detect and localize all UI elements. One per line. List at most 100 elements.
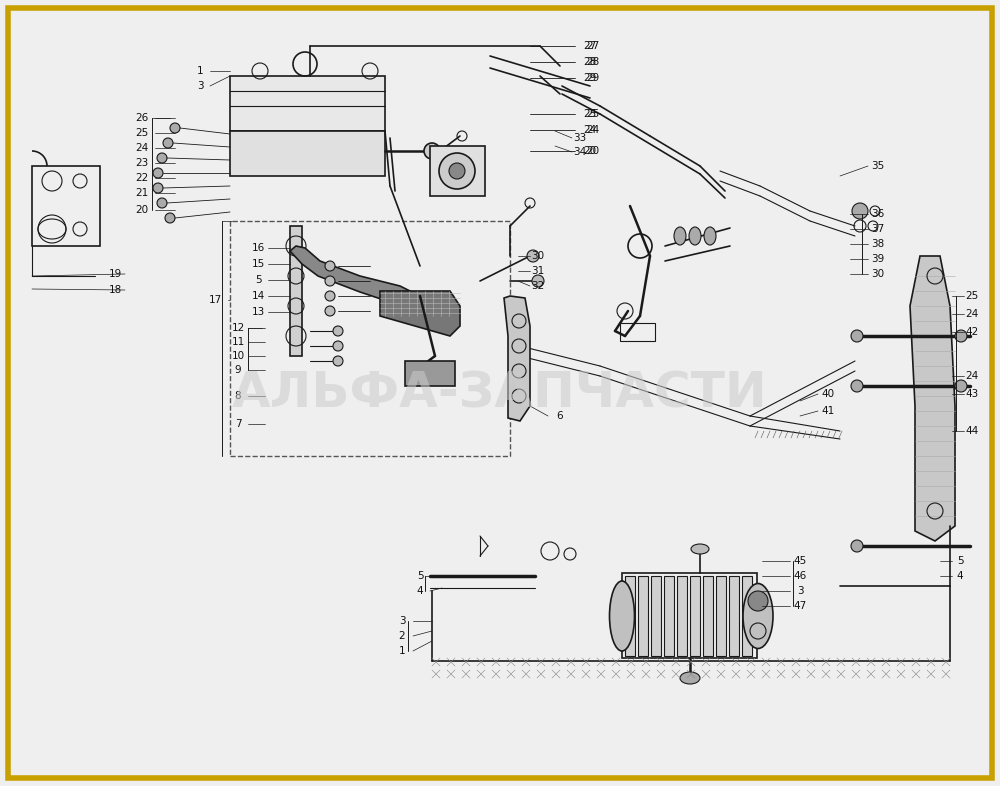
Bar (230, 221, 510, 456)
Text: 13: 13 (251, 307, 265, 317)
Polygon shape (910, 256, 955, 541)
Circle shape (449, 163, 465, 179)
Text: 39: 39 (871, 254, 885, 264)
Circle shape (157, 153, 167, 163)
Ellipse shape (704, 227, 716, 245)
Text: 1: 1 (399, 646, 405, 656)
Text: 9: 9 (235, 365, 241, 375)
Text: 26: 26 (135, 113, 149, 123)
Text: 46: 46 (793, 571, 807, 581)
Bar (625, 576, 635, 656)
Text: 7: 7 (235, 419, 241, 429)
Text: 44: 44 (965, 426, 979, 436)
Text: 4: 4 (417, 586, 423, 596)
Text: 24: 24 (965, 371, 979, 381)
Bar (290, 226, 302, 356)
Text: 27: 27 (586, 41, 600, 51)
Text: 10: 10 (231, 351, 245, 361)
Text: 37: 37 (871, 224, 885, 234)
Circle shape (153, 183, 163, 193)
Bar (620, 323, 655, 341)
Text: 31: 31 (531, 266, 545, 276)
Bar (716, 576, 726, 656)
Text: 25: 25 (586, 109, 600, 119)
Polygon shape (380, 291, 460, 336)
Text: 24: 24 (135, 143, 149, 153)
Bar (729, 576, 739, 656)
Circle shape (153, 168, 163, 178)
Bar (622, 573, 757, 658)
Text: 15: 15 (251, 259, 265, 269)
Text: 36: 36 (871, 209, 885, 219)
Text: 12: 12 (231, 323, 245, 333)
Circle shape (163, 138, 173, 148)
Bar (638, 576, 648, 656)
Text: 16: 16 (251, 243, 265, 253)
Text: 35: 35 (871, 161, 885, 171)
Text: 41: 41 (821, 406, 835, 416)
Circle shape (424, 143, 440, 159)
Text: 32: 32 (531, 281, 545, 291)
Circle shape (325, 306, 335, 316)
Text: 5: 5 (255, 275, 261, 285)
Text: 28: 28 (583, 57, 597, 67)
Text: 34: 34 (573, 147, 587, 157)
Bar (405, 361, 455, 386)
Text: 29: 29 (586, 73, 600, 83)
Text: 33: 33 (573, 133, 587, 143)
Text: 45: 45 (793, 556, 807, 566)
Text: 2: 2 (399, 631, 405, 641)
Text: 3: 3 (197, 81, 203, 91)
Circle shape (165, 213, 175, 223)
Circle shape (325, 261, 335, 271)
Text: 5: 5 (957, 556, 963, 566)
Text: АЛЬФА-ЗАПЧАСТИ: АЛЬФА-ЗАПЧАСТИ (232, 369, 768, 417)
Circle shape (748, 591, 768, 611)
Ellipse shape (680, 672, 700, 684)
Bar (664, 576, 674, 656)
Text: 20: 20 (586, 146, 600, 156)
Circle shape (852, 203, 868, 219)
Circle shape (851, 380, 863, 392)
Bar (703, 576, 713, 656)
Ellipse shape (691, 544, 709, 554)
Circle shape (527, 250, 539, 262)
Text: 14: 14 (251, 291, 265, 301)
Text: 18: 18 (108, 285, 122, 295)
Text: 5: 5 (417, 571, 423, 581)
Text: 11: 11 (231, 337, 245, 347)
Ellipse shape (689, 227, 701, 245)
Text: 24: 24 (586, 125, 600, 135)
Circle shape (955, 380, 967, 392)
Polygon shape (504, 296, 530, 421)
Text: 28: 28 (586, 57, 600, 67)
Text: 24: 24 (583, 125, 597, 135)
Text: 38: 38 (871, 239, 885, 249)
Circle shape (325, 291, 335, 301)
Text: 25: 25 (965, 291, 979, 301)
Circle shape (439, 153, 475, 189)
Text: 25: 25 (135, 128, 149, 138)
Circle shape (170, 123, 180, 133)
Polygon shape (290, 246, 420, 311)
Bar (230, 131, 385, 176)
Circle shape (851, 330, 863, 342)
Circle shape (532, 275, 544, 287)
Ellipse shape (610, 581, 635, 651)
Text: 4: 4 (957, 571, 963, 581)
Text: 21: 21 (135, 188, 149, 198)
Circle shape (333, 326, 343, 336)
Text: 3: 3 (797, 586, 803, 596)
Text: 1: 1 (197, 66, 203, 76)
Ellipse shape (743, 583, 773, 648)
Bar (742, 576, 752, 656)
Ellipse shape (674, 227, 686, 245)
Text: 25: 25 (583, 109, 597, 119)
Text: 30: 30 (531, 251, 545, 261)
Text: 3: 3 (399, 616, 405, 626)
Text: 27: 27 (583, 41, 597, 51)
Circle shape (333, 341, 343, 351)
Text: 6: 6 (557, 411, 563, 421)
Text: 22: 22 (135, 173, 149, 183)
Text: 23: 23 (135, 158, 149, 168)
